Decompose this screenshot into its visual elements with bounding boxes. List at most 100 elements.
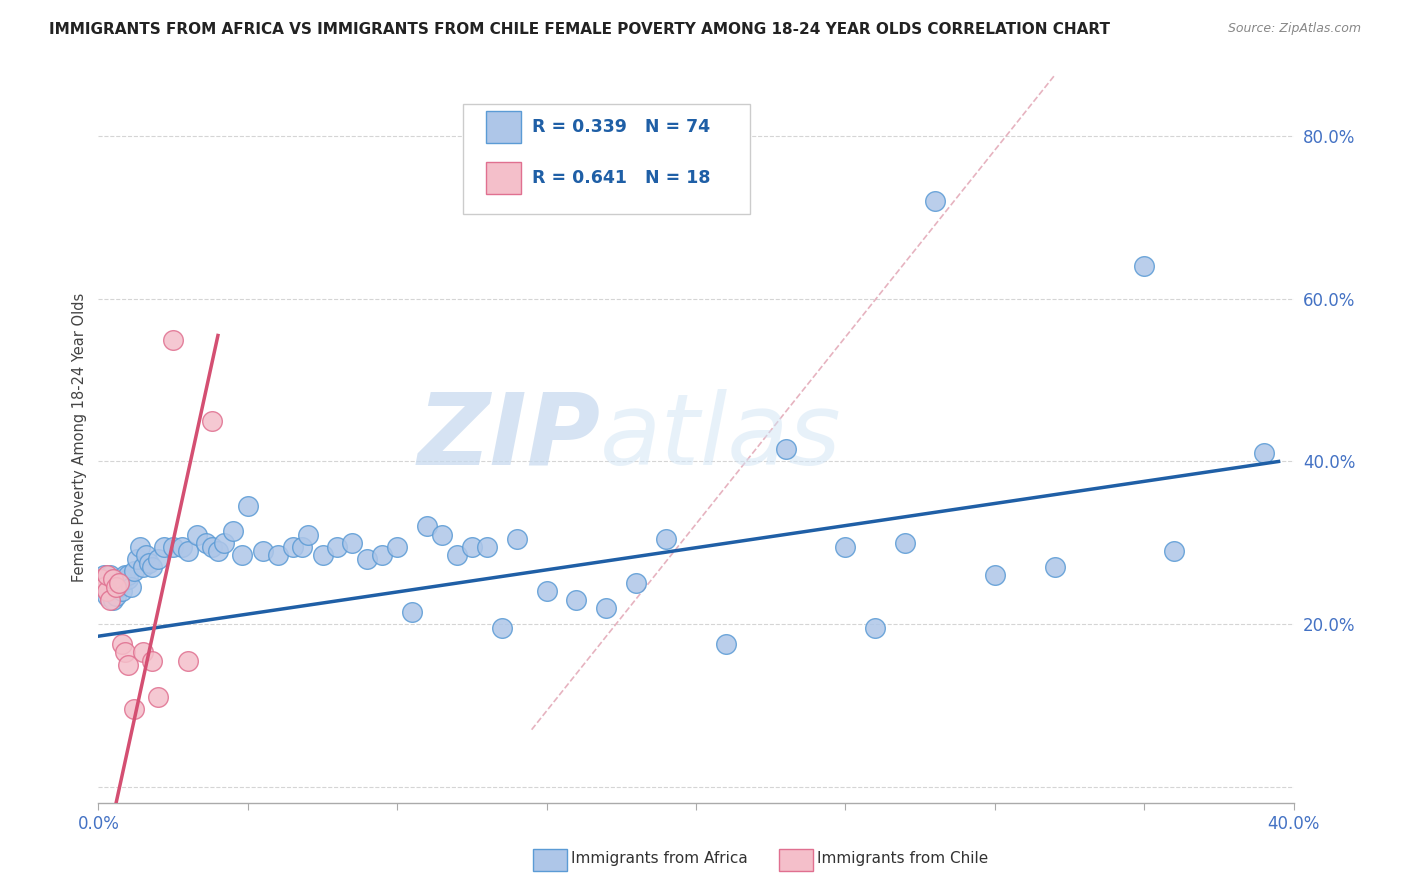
Point [105,581,128,595]
Point [148,552,170,566]
Point [103,592,125,607]
Point [98,568,122,582]
Point [120,581,142,595]
FancyBboxPatch shape [485,111,522,143]
Point [267,548,290,562]
Point [96,584,118,599]
FancyBboxPatch shape [485,162,522,194]
Text: atlas: atlas [600,389,842,485]
Text: R = 0.641   N = 18: R = 0.641 N = 18 [533,169,711,187]
Point [655,532,678,546]
Point [96,589,118,603]
Text: Source: ZipAtlas.com: Source: ZipAtlas.com [1227,22,1361,36]
Point [135,548,157,562]
Point [117,568,139,582]
Point [103,572,125,586]
Point [93,581,115,595]
Point [111,584,134,599]
Point [114,645,136,659]
Point [98,584,122,599]
Point [124,702,146,716]
Point [212,535,235,549]
Point [141,654,163,668]
Point [186,527,208,541]
Point [297,527,319,541]
Text: ZIP: ZIP [418,389,600,485]
Point [153,540,176,554]
Point [311,548,333,562]
Point [132,645,155,659]
Point [201,540,224,554]
Point [127,552,149,566]
FancyBboxPatch shape [463,104,749,214]
Point [1163,544,1185,558]
Point [924,194,946,209]
Point [141,560,163,574]
Point [834,540,856,554]
Point [894,535,917,549]
Point [984,568,1007,582]
Point [111,637,134,651]
Point [138,556,160,570]
Point [105,576,128,591]
Point [446,548,468,562]
Point [108,576,131,591]
Point [195,535,218,549]
Point [714,637,737,651]
Text: R = 0.339   N = 74: R = 0.339 N = 74 [533,118,710,136]
Text: Immigrants from Africa: Immigrants from Africa [571,851,748,865]
Point [117,572,139,586]
Point [105,589,128,603]
Point [129,540,152,554]
Point [90,572,112,586]
Point [177,654,200,668]
Point [172,540,194,554]
Point [117,657,139,672]
Point [371,548,394,562]
Point [124,564,146,578]
Point [207,544,229,558]
Point [90,572,112,586]
Point [536,584,558,599]
Point [108,581,131,595]
Point [291,540,314,554]
Point [148,690,170,705]
Point [1253,446,1275,460]
Point [595,600,617,615]
Point [103,572,125,586]
Point [231,548,253,562]
Point [96,576,118,591]
Point [401,605,423,619]
Point [114,568,136,582]
Point [326,540,349,554]
Point [162,540,184,554]
Point [236,499,259,513]
Point [461,540,484,554]
Point [108,576,131,591]
Point [506,532,529,546]
Point [252,544,274,558]
Point [626,576,648,591]
Point [93,581,115,595]
Point [162,333,184,347]
Point [356,552,378,566]
Point [132,560,155,574]
Point [201,414,224,428]
Point [93,568,115,582]
Point [1133,260,1156,274]
Point [775,442,797,457]
Point [222,524,245,538]
Point [430,527,453,541]
Point [177,544,200,558]
Point [416,519,439,533]
Point [565,592,588,607]
Point [1043,560,1066,574]
Point [281,540,304,554]
Point [475,540,498,554]
Point [865,621,887,635]
Point [96,568,118,582]
Text: IMMIGRANTS FROM AFRICA VS IMMIGRANTS FROM CHILE FEMALE POVERTY AMONG 18-24 YEAR : IMMIGRANTS FROM AFRICA VS IMMIGRANTS FRO… [49,22,1111,37]
Text: Immigrants from Chile: Immigrants from Chile [817,851,988,865]
Point [342,535,364,549]
Point [111,572,134,586]
